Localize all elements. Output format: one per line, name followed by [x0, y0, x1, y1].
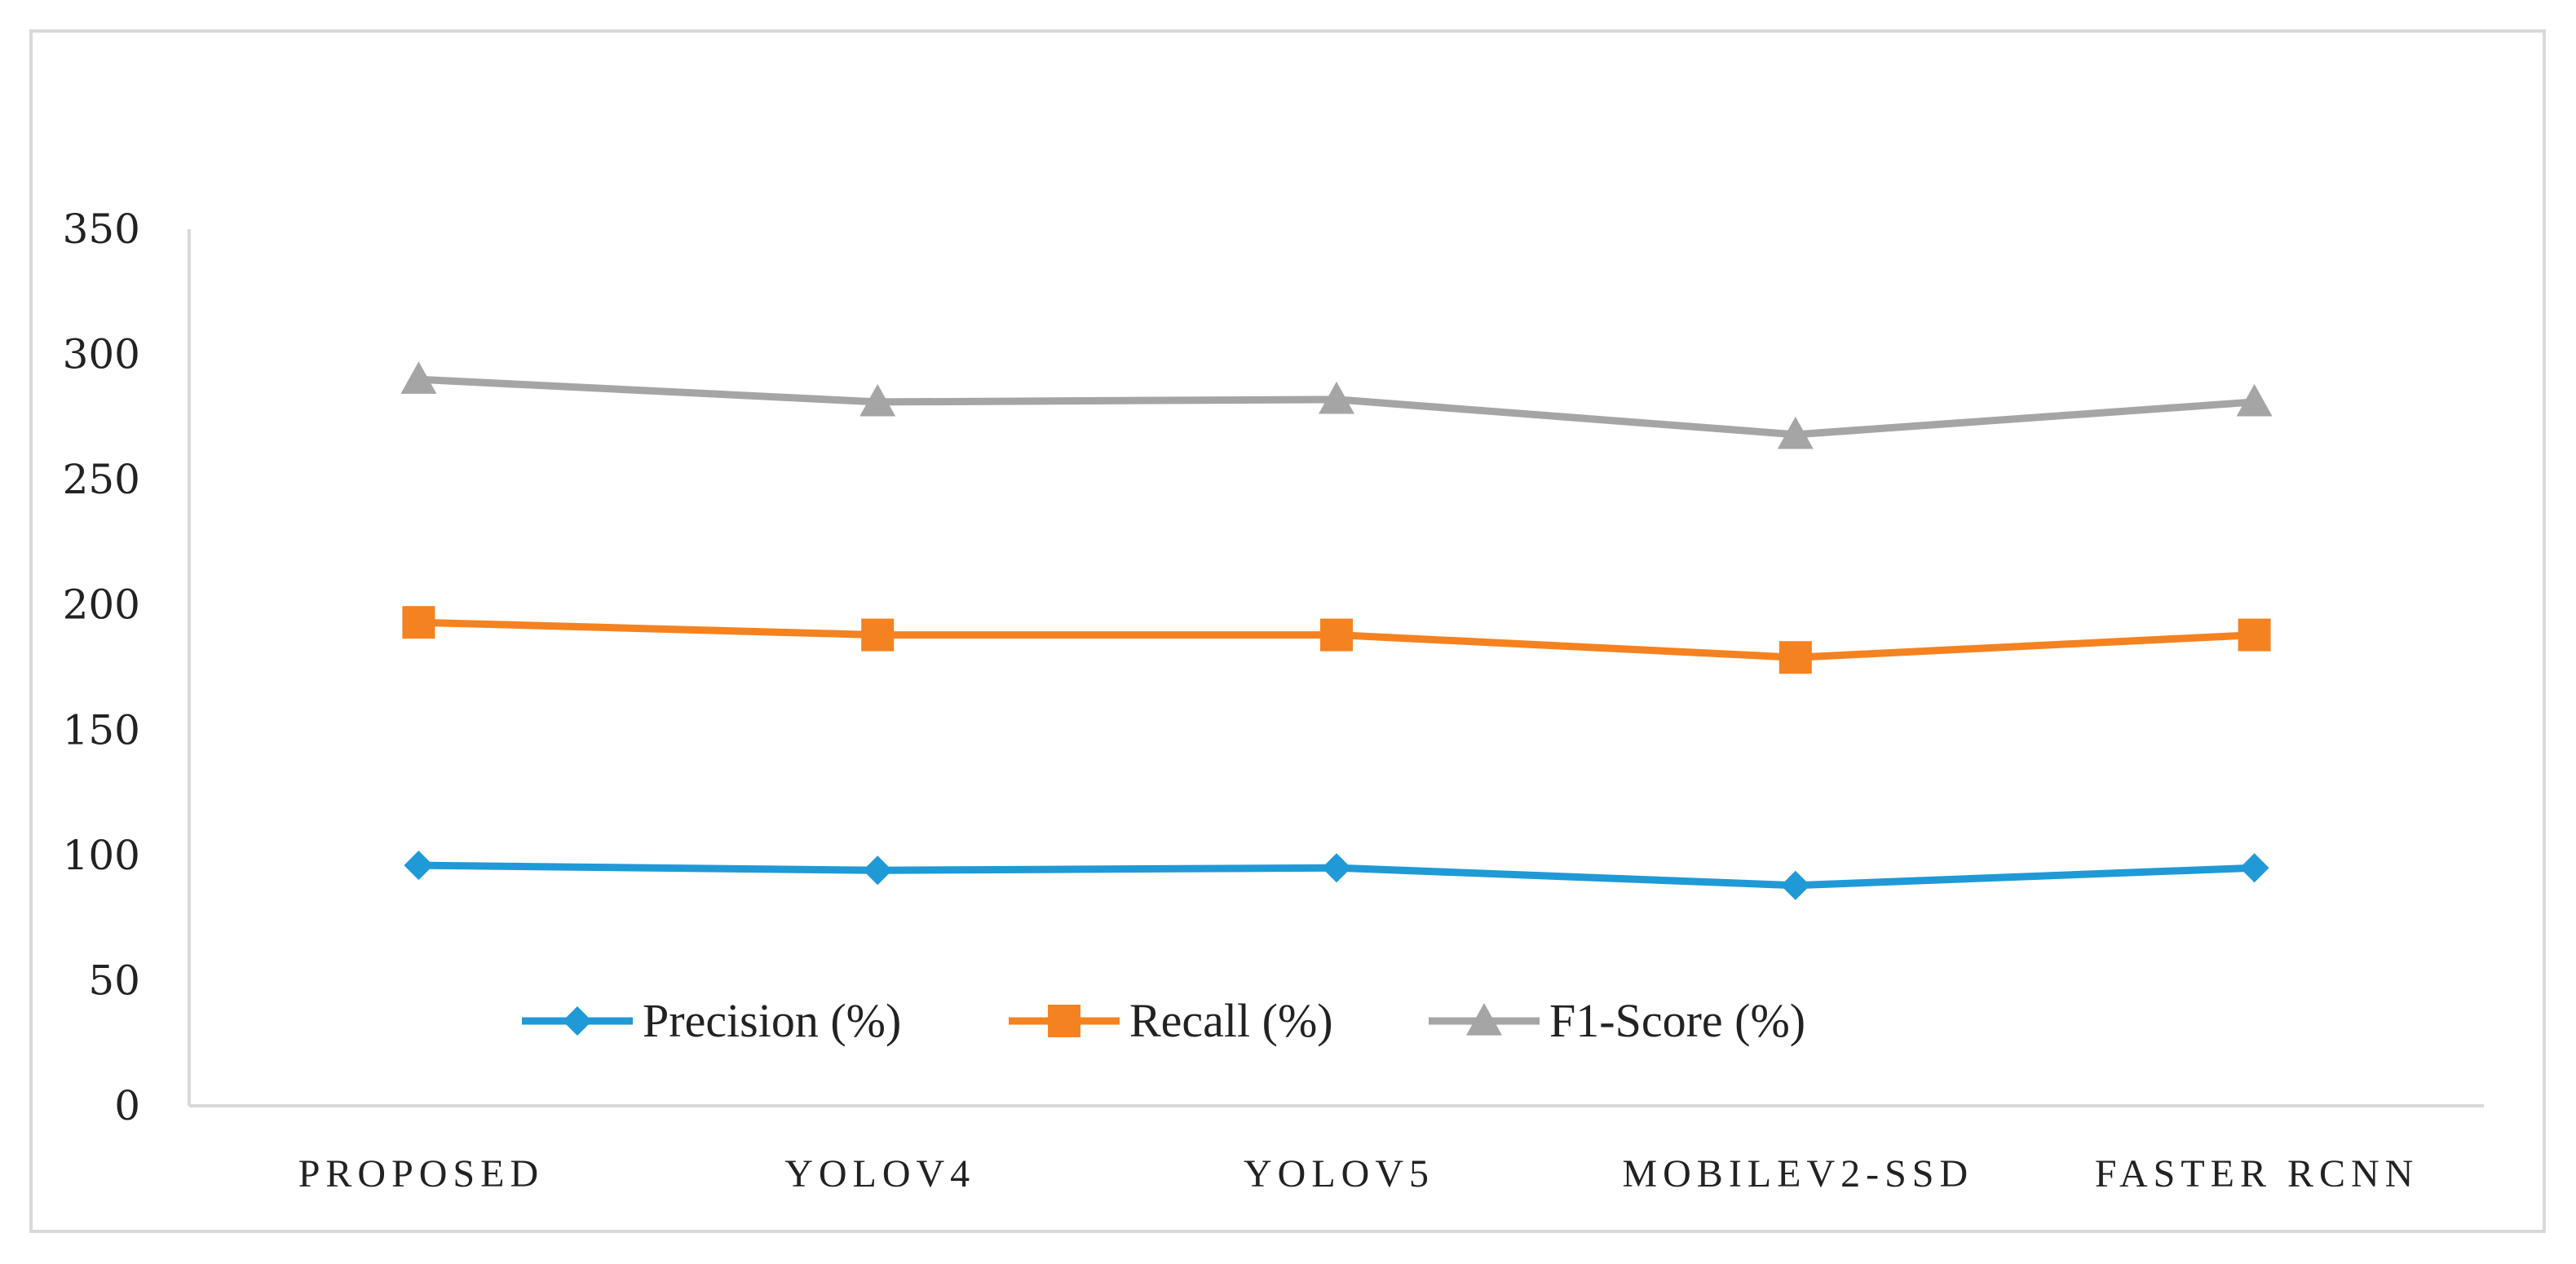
- series-group: [400, 361, 2273, 900]
- legend-item: Recall (%): [1009, 994, 1333, 1047]
- y-tick-label: 150: [63, 706, 140, 754]
- x-axis-ticks: PROPOSED YOLOV4 YOLOV5 MOBILEV2-SSD FASTER R…: [298, 1152, 2419, 1195]
- x-tick-label: YOLOV5: [1244, 1152, 1434, 1195]
- data-point-precision: [2239, 853, 2269, 883]
- axes: [188, 229, 2484, 1107]
- legend-label: F1-Score (%): [1549, 994, 1805, 1047]
- legend-label: Precision (%): [643, 994, 901, 1047]
- data-point-recall: [1778, 641, 1812, 674]
- x-tick-label: FASTER RCNN: [2095, 1152, 2419, 1195]
- y-tick-label: 0: [114, 1082, 140, 1129]
- data-point-precision: [1322, 853, 1351, 883]
- series-f1-score: [400, 361, 2273, 449]
- legend-marker: [1466, 1003, 1502, 1036]
- legend-marker: [1048, 1005, 1080, 1037]
- series-precision: [404, 851, 2269, 900]
- legend-item: Precision (%): [522, 994, 901, 1047]
- data-point-recall: [402, 606, 435, 639]
- series-recall: [402, 606, 2271, 674]
- data-point-f1-score: [2236, 383, 2273, 417]
- legend-item: F1-Score (%): [1429, 994, 1805, 1047]
- data-point-recall: [861, 618, 895, 652]
- data-point-f1-score: [1319, 381, 1354, 414]
- data-point-precision: [1780, 870, 1810, 900]
- x-tick-label: PROPOSED: [298, 1152, 544, 1195]
- x-tick-label: YOLOV4: [784, 1152, 975, 1195]
- chart-frame: [29, 29, 2546, 1233]
- legend: Precision (%) Recall (%) F1-Score (%): [522, 994, 1805, 1047]
- y-tick-label: 250: [63, 456, 140, 503]
- data-point-precision: [404, 851, 434, 881]
- data-point-recall: [1320, 618, 1353, 652]
- y-axis-ticks: 0 50 100 150 200 250 300 350: [63, 206, 140, 1129]
- data-point-recall: [2238, 618, 2271, 652]
- y-tick-label: 50: [88, 957, 140, 1004]
- data-point-f1-score: [400, 361, 437, 394]
- data-point-f1-score: [1777, 416, 1814, 449]
- x-tick-label: MOBILEV2-SSD: [1622, 1152, 1973, 1195]
- y-tick-label: 100: [63, 832, 140, 879]
- data-point-f1-score: [859, 383, 896, 417]
- y-tick-label: 350: [63, 206, 140, 253]
- y-tick-label: 300: [63, 331, 140, 378]
- y-tick-label: 200: [63, 581, 140, 629]
- legend-marker: [563, 1006, 592, 1036]
- data-point-precision: [863, 855, 893, 886]
- legend-label: Recall (%): [1129, 994, 1333, 1047]
